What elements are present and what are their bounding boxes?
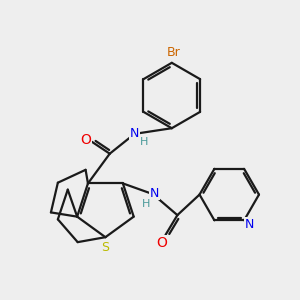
Text: O: O xyxy=(156,236,167,250)
Text: Br: Br xyxy=(167,46,181,59)
Text: N: N xyxy=(244,218,254,231)
Text: H: H xyxy=(142,199,150,209)
Text: N: N xyxy=(150,187,159,200)
Text: O: O xyxy=(80,133,92,147)
Text: S: S xyxy=(101,241,110,254)
Text: N: N xyxy=(130,128,139,140)
Text: H: H xyxy=(140,137,148,147)
